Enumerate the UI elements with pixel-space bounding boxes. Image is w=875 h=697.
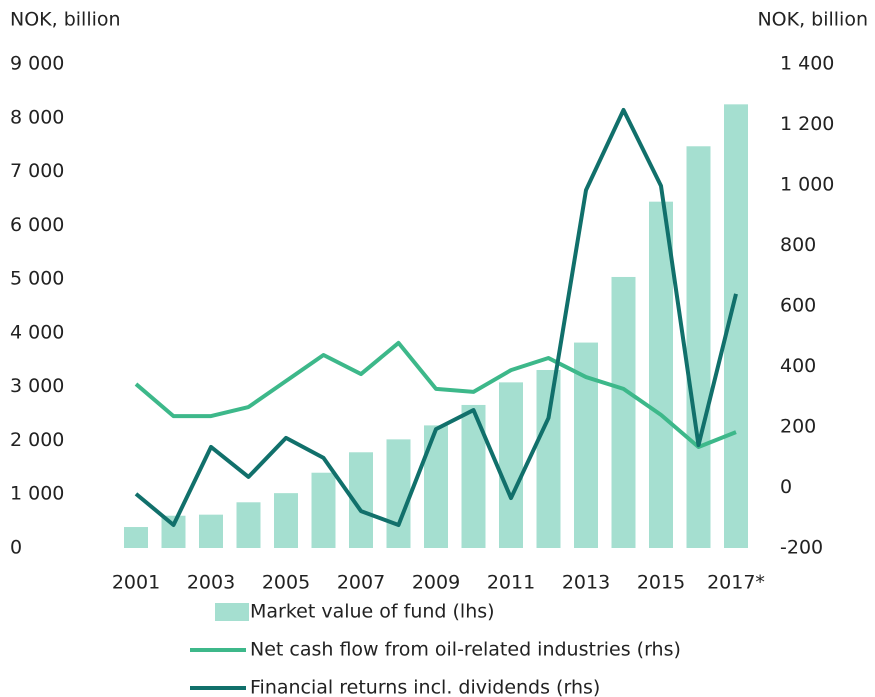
- y-tick-label: 1 000: [10, 483, 64, 505]
- bar: [199, 514, 223, 548]
- x-tick-label: 2005: [262, 572, 310, 594]
- y-tick-label: 3 000: [10, 375, 64, 397]
- bar: [311, 472, 336, 548]
- bar: [649, 201, 673, 548]
- y-tick-label: 0: [10, 537, 22, 559]
- x-tick-label: 2017*: [707, 572, 765, 594]
- y-tick-label: 8 000: [10, 106, 64, 128]
- line: [134, 107, 738, 528]
- bar: [424, 425, 448, 548]
- bar: [124, 527, 148, 548]
- line: [134, 340, 737, 449]
- bar: [611, 276, 636, 548]
- bar: [499, 382, 523, 548]
- y-tick-label: 7 000: [10, 160, 64, 182]
- y-tick-label: 2 000: [10, 429, 64, 451]
- x-tick-label: 2015: [637, 572, 685, 594]
- y2-tick-label: 600: [780, 295, 816, 317]
- y2-tick-label: 200: [780, 416, 816, 438]
- legend-label: Financial returns incl. dividends (rhs): [250, 677, 600, 697]
- legend-swatch: [215, 603, 249, 621]
- y2-tick-label: 400: [780, 355, 816, 377]
- y2-tick-label: 1 400: [780, 53, 834, 75]
- y-tick-label: 9 000: [10, 53, 64, 75]
- bar: [274, 493, 298, 548]
- y-tick-label: 5 000: [10, 268, 64, 290]
- y2-tick-label: -200: [780, 537, 823, 559]
- y2-tick-label: 1 000: [780, 174, 834, 196]
- y2-tick-label: 1 200: [780, 113, 834, 135]
- x-tick-label: 2001: [112, 572, 160, 594]
- bar: [386, 439, 411, 548]
- x-tick-label: 2007: [337, 572, 385, 594]
- y2-tick-label: 0: [780, 476, 792, 498]
- legend-label: Net cash flow from oil-related industrie…: [250, 639, 681, 661]
- y-axis-label: NOK, billion: [10, 9, 121, 31]
- bar: [686, 146, 711, 548]
- bar: [236, 502, 261, 548]
- x-tick-label: 2011: [487, 572, 535, 594]
- legend-label: Market value of fund (lhs): [250, 601, 495, 623]
- y-tick-label: 4 000: [10, 321, 64, 343]
- x-tick-label: 2013: [562, 572, 610, 594]
- x-tick-label: 2003: [187, 572, 235, 594]
- y2-tick-label: 800: [780, 234, 816, 256]
- x-tick-label: 2009: [412, 572, 460, 594]
- y-tick-label: 6 000: [10, 214, 64, 236]
- bar: [536, 369, 561, 548]
- y2-axis-label: NOK, billion: [757, 9, 868, 31]
